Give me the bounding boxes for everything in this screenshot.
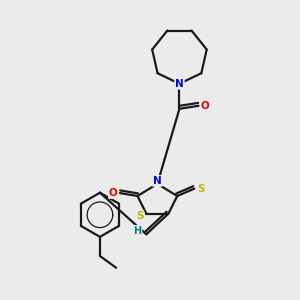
Text: O: O <box>109 188 118 198</box>
Text: H: H <box>134 226 142 236</box>
Text: O: O <box>201 101 209 111</box>
Text: S: S <box>136 211 144 221</box>
Text: N: N <box>153 176 162 186</box>
Text: N: N <box>175 79 184 89</box>
Text: S: S <box>197 184 205 194</box>
